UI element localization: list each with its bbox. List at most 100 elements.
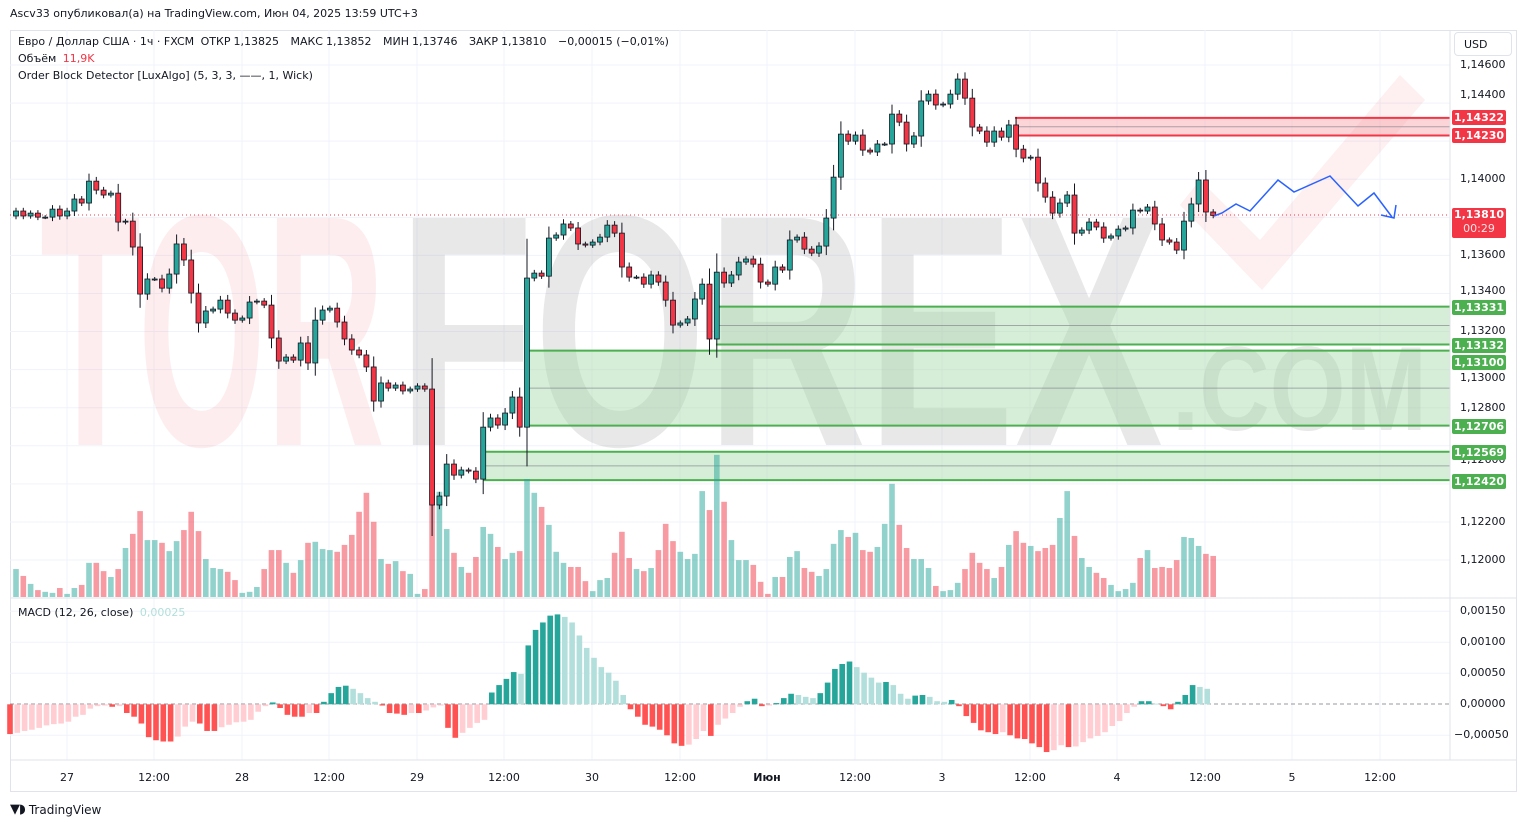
candle-body [1100, 226, 1107, 239]
volume-bar [502, 559, 508, 597]
candle-body [896, 113, 903, 123]
candle-body [699, 283, 706, 300]
candle-body [465, 469, 472, 472]
candle-body [64, 210, 70, 217]
volume-bar [845, 536, 851, 597]
candle-body [232, 312, 238, 321]
macd-bar [788, 693, 794, 705]
macd-bar [328, 693, 334, 705]
tradingview-logo-icon: ▼◗ [10, 802, 26, 817]
candle-body [838, 133, 844, 178]
price-tick: 1,13600 [1460, 248, 1506, 262]
candle-body [27, 212, 34, 217]
volume-bar [290, 572, 297, 597]
volume-bar [451, 552, 457, 597]
volume-bar [735, 560, 742, 597]
volume-bar [568, 566, 574, 597]
published-caption: Ascv33 опубликовал(а) на TradingView.com… [10, 7, 418, 20]
price-tick: 1,12000 [1460, 553, 1506, 567]
candle-body [348, 338, 355, 351]
macd-bar [14, 704, 21, 733]
volume-legend[interactable]: Объём 11,9K [18, 52, 98, 65]
macd-bar [948, 699, 955, 705]
volume-bar [947, 590, 954, 597]
volume-bar [436, 491, 443, 597]
volume-bar [297, 560, 304, 597]
macd-bar [233, 704, 240, 723]
time-tick: 12:00 [839, 771, 871, 784]
symbol-name[interactable]: Евро / Доллар США · 1ч · FXCM [18, 35, 195, 48]
volume-bar [896, 524, 903, 597]
candle-body [524, 277, 530, 428]
macd-bar [343, 685, 349, 705]
indicator-legend[interactable]: Order Block Detector [LuxAlgo] (5, 3, 3,… [18, 69, 316, 82]
volume-bar [217, 569, 224, 597]
candle-body [976, 126, 983, 132]
candle-body [13, 210, 19, 217]
candle-body [604, 224, 611, 238]
candle-body [925, 93, 932, 102]
volume-bar [582, 581, 589, 597]
macd-bar [656, 704, 663, 730]
macd-legend[interactable]: MACD (12, 26, close) 0,00025 [18, 606, 188, 619]
bear-ob-bottom-label: 1,14230 [1452, 128, 1506, 143]
macd-bar [80, 704, 86, 715]
macd-bar [766, 704, 772, 706]
candle-body [589, 241, 596, 246]
volume-bar [765, 593, 771, 597]
candle-body [881, 143, 888, 146]
currency-button[interactable]: USD [1454, 32, 1512, 56]
bull-ob2-bottom-label: 1,12706 [1452, 419, 1506, 434]
candle-body [859, 134, 866, 151]
candle-body [129, 220, 136, 248]
macd-bar [1160, 704, 1167, 707]
macd-tick: 0,00050 [1460, 666, 1506, 680]
macd-bar [970, 704, 977, 723]
macd-bar [21, 704, 28, 731]
volume-bar [276, 550, 282, 597]
macd-bar [1138, 701, 1145, 705]
candle-body [611, 224, 618, 234]
candle-body [655, 274, 662, 283]
macd-bar [795, 695, 802, 705]
candle-body [312, 319, 319, 364]
candle-body [137, 246, 144, 295]
macd-bar [255, 704, 261, 712]
macd-bar [1014, 704, 1021, 739]
volume-bar [1049, 544, 1056, 597]
candle-body [779, 266, 786, 271]
forecast-path[interactable] [1213, 175, 1393, 218]
volume-bar [195, 531, 202, 597]
macd-bar [124, 704, 130, 713]
candle-body [721, 271, 727, 284]
volume-bar [1159, 566, 1165, 597]
volume-bar [86, 562, 92, 597]
price-tick: 1,14400 [1460, 88, 1506, 102]
macd-bar [36, 704, 42, 728]
volume-bar [801, 568, 808, 597]
candle-body [984, 130, 990, 143]
tradingview-logo[interactable]: ▼◗ TradingView [10, 802, 101, 817]
candle-body [436, 495, 443, 506]
macd-bar [1182, 695, 1189, 705]
volume-bar [509, 552, 516, 597]
price-tick: 1,12800 [1460, 400, 1506, 414]
volume-bar [538, 506, 545, 597]
volume-bar [1042, 548, 1049, 597]
volume-bar [757, 581, 764, 597]
candle-body [816, 245, 822, 254]
watermark-logo: TOR FOREX .COM [40, 75, 1427, 515]
candle-body [268, 304, 275, 339]
volume-bar [881, 523, 888, 597]
candle-body [86, 180, 92, 204]
time-tick: 30 [585, 771, 599, 784]
candle-body [1122, 227, 1129, 230]
volume-bar [1115, 591, 1122, 597]
volume-bar [78, 584, 85, 597]
volume-bar [1020, 542, 1027, 597]
candle-body [538, 272, 545, 277]
macd-bar [445, 704, 451, 728]
volume-bar [954, 582, 961, 597]
macd-bar [664, 704, 670, 736]
